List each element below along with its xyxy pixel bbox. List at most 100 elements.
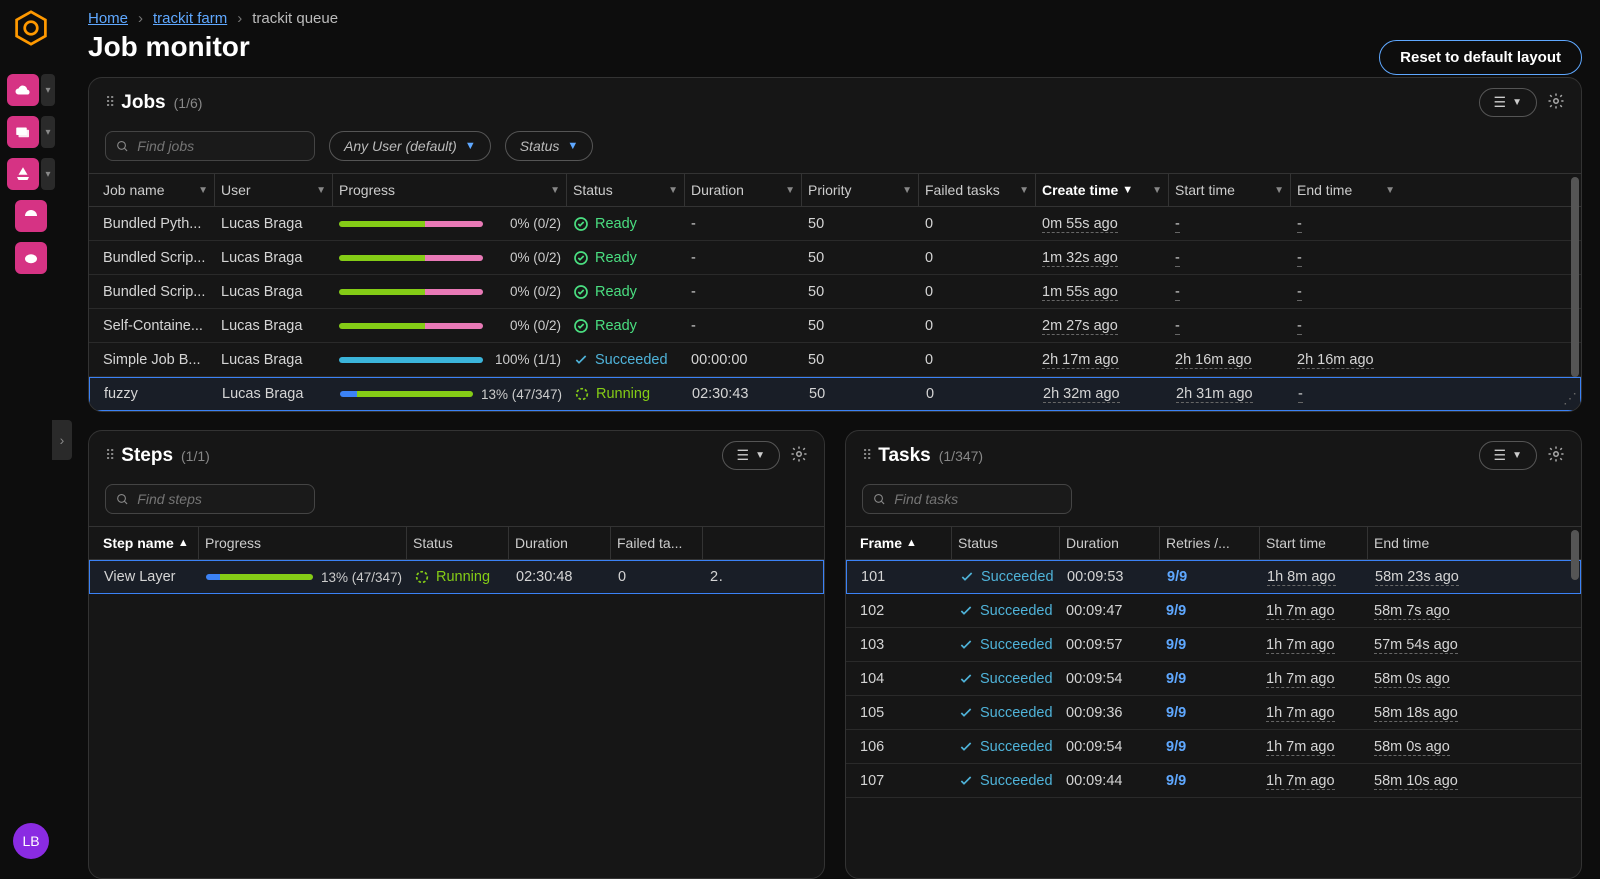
- column-header[interactable]: Progress▼: [333, 174, 567, 206]
- tasks-search-input[interactable]: [862, 484, 1072, 514]
- chevron-down-icon[interactable]: ▾: [41, 158, 55, 190]
- chevron-down-icon: ▼: [755, 450, 765, 461]
- column-header[interactable]: Failed tasks▼: [919, 174, 1036, 206]
- tasks-search-field[interactable]: [894, 491, 1061, 507]
- table-row[interactable]: View Layer 13% (47/347) Running 02:30:48…: [89, 560, 824, 594]
- status-filter-dropdown[interactable]: Status ▼: [505, 131, 594, 161]
- status-filter-label: Status: [520, 138, 560, 154]
- table-row[interactable]: Bundled Pyth... Lucas Braga 0% (0/2) Rea…: [89, 207, 1581, 241]
- column-header[interactable]: Duration▼: [685, 174, 802, 206]
- gear-icon[interactable]: [790, 445, 808, 466]
- jobs-panel-count: (1/6): [174, 95, 203, 111]
- column-header[interactable]: User▼: [215, 174, 333, 206]
- drag-handle-icon[interactable]: ⠿: [105, 94, 113, 111]
- table-row[interactable]: 103 Succeeded 00:09:57 9/9 1h 7m ago 57m…: [846, 628, 1581, 662]
- column-header[interactable]: Duration: [1060, 527, 1160, 559]
- tasks-view-options-button[interactable]: ☰▼: [1479, 441, 1537, 470]
- column-header[interactable]: Progress: [199, 527, 407, 559]
- app-logo-icon: [13, 10, 49, 46]
- gauge-icon: [15, 200, 47, 232]
- tasks-table-header: Frame ▲StatusDurationRetries /...Start t…: [846, 526, 1581, 560]
- column-header[interactable]: End time▼: [1291, 174, 1401, 206]
- steps-search-input[interactable]: [105, 484, 315, 514]
- column-header[interactable]: Start time: [1260, 527, 1368, 559]
- table-row[interactable]: fuzzy Lucas Braga 13% (47/347) Running 0…: [89, 377, 1581, 411]
- user-avatar[interactable]: LB: [13, 823, 49, 859]
- table-row[interactable]: 106 Succeeded 00:09:54 9/9 1h 7m ago 58m…: [846, 730, 1581, 764]
- steps-table-header: Step name ▲ProgressStatusDurationFailed …: [89, 526, 824, 560]
- jobs-table-body: Bundled Pyth... Lucas Braga 0% (0/2) Rea…: [89, 207, 1581, 411]
- chevron-down-icon: ▼: [1512, 450, 1522, 461]
- table-row[interactable]: 102 Succeeded 00:09:47 9/9 1h 7m ago 58m…: [846, 594, 1581, 628]
- folders-icon: [7, 116, 39, 148]
- page-title: Job monitor: [88, 31, 338, 63]
- column-header[interactable]: Job name▼: [97, 174, 215, 206]
- chevron-down-icon: ▼: [1512, 97, 1522, 108]
- gear-icon[interactable]: [1547, 92, 1565, 113]
- column-header[interactable]: [703, 527, 723, 559]
- table-row[interactable]: Bundled Scrip... Lucas Braga 0% (0/2) Re…: [89, 275, 1581, 309]
- jobs-search-field[interactable]: [137, 138, 304, 154]
- nav-item-1[interactable]: ▾: [7, 74, 55, 106]
- nav-item-5[interactable]: [15, 242, 47, 274]
- search-icon: [116, 139, 129, 154]
- table-row[interactable]: 101 Succeeded 00:09:53 9/9 1h 8m ago 58m…: [846, 560, 1581, 594]
- jobs-panel-title: Jobs: [121, 92, 165, 114]
- column-header[interactable]: Start time▼: [1169, 174, 1291, 206]
- column-header[interactable]: Priority▼: [802, 174, 919, 206]
- column-header[interactable]: Retries /...: [1160, 527, 1260, 559]
- scrollbar[interactable]: [1571, 177, 1579, 377]
- breadcrumb-home[interactable]: Home: [88, 10, 128, 27]
- column-header[interactable]: Duration: [509, 527, 611, 559]
- column-header[interactable]: Failed ta...: [611, 527, 703, 559]
- tasks-panel: ⠿ Tasks (1/347) ☰▼ Frame ▲StatusDuration…: [845, 430, 1582, 879]
- column-header[interactable]: End time: [1368, 527, 1470, 559]
- chevron-down-icon: ▼: [567, 140, 578, 152]
- table-row[interactable]: Self-Containe... Lucas Braga 0% (0/2) Re…: [89, 309, 1581, 343]
- breadcrumb-farm[interactable]: trackit farm: [153, 10, 227, 27]
- column-header[interactable]: Frame ▲: [854, 527, 952, 559]
- reset-layout-button[interactable]: Reset to default layout: [1379, 40, 1582, 75]
- table-row[interactable]: 107 Succeeded 00:09:44 9/9 1h 7m ago 58m…: [846, 764, 1581, 798]
- resize-handle-icon[interactable]: ⋰: [1563, 390, 1577, 407]
- steps-table-body: View Layer 13% (47/347) Running 02:30:48…: [89, 560, 824, 594]
- chevron-down-icon: ▼: [465, 140, 476, 152]
- breadcrumb: Home › trackit farm › trackit queue: [88, 10, 338, 27]
- jobs-panel: ⠿ Jobs (1/6) ☰▼ Any User (default) ▼ Sta…: [88, 77, 1582, 412]
- column-header[interactable]: Create time ▼▼: [1036, 174, 1169, 206]
- chevron-down-icon[interactable]: ▾: [41, 74, 55, 106]
- expand-rail-handle[interactable]: ›: [52, 420, 72, 460]
- chevron-right-icon: ›: [138, 10, 143, 27]
- cloud-icon: [7, 74, 39, 106]
- left-nav-rail: ▾ ▾ ▾ › LB: [0, 0, 62, 879]
- column-header[interactable]: Step name ▲: [97, 527, 199, 559]
- list-icon: ☰: [737, 447, 750, 464]
- column-header[interactable]: Status▼: [567, 174, 685, 206]
- column-header[interactable]: Status: [952, 527, 1060, 559]
- steps-view-options-button[interactable]: ☰▼: [722, 441, 780, 470]
- piggy-icon: [15, 242, 47, 274]
- nav-item-2[interactable]: ▾: [7, 116, 55, 148]
- column-header[interactable]: Status: [407, 527, 509, 559]
- drag-handle-icon[interactable]: ⠿: [105, 447, 113, 464]
- user-filter-dropdown[interactable]: Any User (default) ▼: [329, 131, 491, 161]
- table-row[interactable]: 105 Succeeded 00:09:36 9/9 1h 7m ago 58m…: [846, 696, 1581, 730]
- jobs-table-header: Job name▼User▼Progress▼Status▼Duration▼P…: [89, 173, 1581, 207]
- drag-handle-icon[interactable]: ⠿: [862, 447, 870, 464]
- jobs-view-options-button[interactable]: ☰▼: [1479, 88, 1537, 117]
- steps-search-field[interactable]: [137, 491, 304, 507]
- nav-item-4[interactable]: [15, 200, 47, 232]
- breadcrumb-current: trackit queue: [252, 10, 338, 27]
- user-filter-label: Any User (default): [344, 138, 457, 154]
- scrollbar[interactable]: [1571, 530, 1579, 760]
- gear-icon[interactable]: [1547, 445, 1565, 466]
- search-icon: [116, 492, 129, 507]
- steps-panel: ⠿ Steps (1/1) ☰▼ Step name ▲ProgressStat…: [88, 430, 825, 879]
- steps-panel-title: Steps: [121, 445, 173, 467]
- nav-item-3[interactable]: ▾: [7, 158, 55, 190]
- table-row[interactable]: Bundled Scrip... Lucas Braga 0% (0/2) Re…: [89, 241, 1581, 275]
- table-row[interactable]: Simple Job B... Lucas Braga 100% (1/1) S…: [89, 343, 1581, 377]
- table-row[interactable]: 104 Succeeded 00:09:54 9/9 1h 7m ago 58m…: [846, 662, 1581, 696]
- jobs-search-input[interactable]: [105, 131, 315, 161]
- chevron-down-icon[interactable]: ▾: [41, 116, 55, 148]
